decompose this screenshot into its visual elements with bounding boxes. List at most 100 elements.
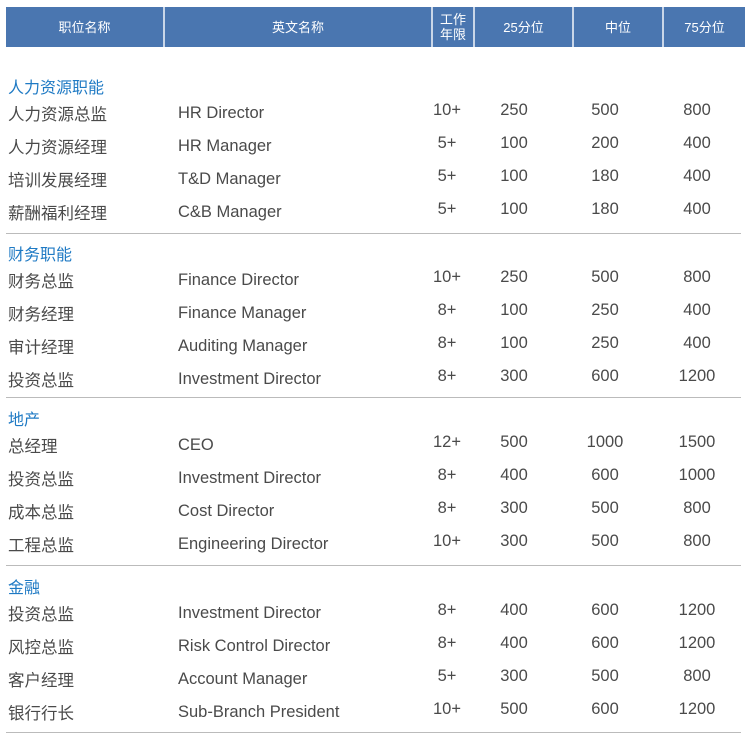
cell-p25: 500 bbox=[500, 700, 528, 718]
cell-zh: 薪酬福利经理 bbox=[8, 205, 107, 223]
cell-p75: 1000 bbox=[678, 466, 716, 484]
cell-zh: 人力资源总监 bbox=[8, 106, 107, 124]
cell-zh: 财务总监 bbox=[8, 273, 74, 291]
section-title: 金融 bbox=[8, 580, 41, 597]
cell-p25: 100 bbox=[500, 167, 528, 185]
table-row: 投资总监 Investment Director 8+ 300 600 1200 bbox=[6, 367, 741, 400]
table-row: 财务总监 Finance Director 10+ 250 500 800 bbox=[6, 268, 741, 301]
cell-mid: 500 bbox=[591, 268, 619, 286]
table-row: 银行行长 Sub-Branch President 10+ 500 600 1200 bbox=[6, 700, 741, 733]
cell-p75: 800 bbox=[683, 667, 711, 685]
cell-zh: 人力资源经理 bbox=[8, 139, 107, 157]
cell-yr: 8+ bbox=[437, 334, 457, 352]
section-divider bbox=[6, 233, 741, 234]
cell-zh: 客户经理 bbox=[8, 672, 74, 690]
cell-yr: 5+ bbox=[437, 167, 457, 185]
cell-p25: 250 bbox=[500, 101, 528, 119]
cell-p75: 1200 bbox=[678, 700, 716, 718]
header-cell: 中位 bbox=[574, 7, 664, 47]
cell-zh: 审计经理 bbox=[8, 339, 74, 357]
cell-en: Finance Manager bbox=[178, 304, 307, 322]
cell-yr: 10+ bbox=[433, 700, 461, 718]
cell-p75: 400 bbox=[683, 200, 711, 218]
cell-mid: 250 bbox=[591, 334, 619, 352]
section-title: 地产 bbox=[8, 412, 41, 429]
cell-p25: 300 bbox=[500, 532, 528, 550]
cell-p25: 100 bbox=[500, 334, 528, 352]
cell-p75: 800 bbox=[683, 532, 711, 550]
cell-mid: 1000 bbox=[586, 433, 624, 451]
cell-en: HR Manager bbox=[178, 137, 272, 155]
cell-zh: 风控总监 bbox=[8, 639, 74, 657]
cell-p25: 300 bbox=[500, 367, 528, 385]
table-row: 财务经理 Finance Manager 8+ 100 250 400 bbox=[6, 301, 741, 334]
cell-p75: 400 bbox=[683, 301, 711, 319]
cell-p25: 400 bbox=[500, 634, 528, 652]
cell-yr: 10+ bbox=[433, 532, 461, 550]
cell-en: CEO bbox=[178, 436, 214, 454]
cell-yr: 8+ bbox=[437, 601, 457, 619]
cell-en: Investment Director bbox=[178, 370, 322, 388]
cell-en: Cost Director bbox=[178, 502, 275, 520]
cell-mid: 500 bbox=[591, 101, 619, 119]
cell-zh: 财务经理 bbox=[8, 306, 74, 324]
cell-p25: 100 bbox=[500, 134, 528, 152]
table-row: 投资总监 Investment Director 8+ 400 600 1000 bbox=[6, 466, 741, 499]
cell-p75: 1200 bbox=[678, 367, 716, 385]
cell-yr: 12+ bbox=[433, 433, 461, 451]
table-row: 成本总监 Cost Director 8+ 300 500 800 bbox=[6, 499, 741, 532]
cell-p25: 300 bbox=[500, 667, 528, 685]
cell-mid: 600 bbox=[591, 466, 619, 484]
header-cell: 工作年限 bbox=[433, 7, 475, 47]
cell-zh: 培训发展经理 bbox=[8, 172, 107, 190]
cell-yr: 10+ bbox=[433, 101, 461, 119]
cell-p25: 400 bbox=[500, 466, 528, 484]
cell-zh: 成本总监 bbox=[8, 504, 74, 522]
table-row: 审计经理 Auditing Manager 8+ 100 250 400 bbox=[6, 334, 741, 367]
table-row: 人力资源经理 HR Manager 5+ 100 200 400 bbox=[6, 134, 741, 167]
cell-mid: 600 bbox=[591, 601, 619, 619]
cell-en: T&D Manager bbox=[178, 170, 281, 188]
cell-p25: 500 bbox=[500, 433, 528, 451]
cell-p25: 400 bbox=[500, 601, 528, 619]
cell-p75: 800 bbox=[683, 499, 711, 517]
cell-en: Account Manager bbox=[178, 670, 308, 688]
cell-mid: 250 bbox=[591, 301, 619, 319]
table-row: 总经理 CEO 12+ 500 1000 1500 bbox=[6, 433, 741, 466]
table-row: 风控总监 Risk Control Director 8+ 400 600 1200 bbox=[6, 634, 741, 667]
cell-p25: 300 bbox=[500, 499, 528, 517]
cell-mid: 200 bbox=[591, 134, 619, 152]
cell-p75: 400 bbox=[683, 134, 711, 152]
section-divider bbox=[6, 732, 741, 733]
header-cell: 职位名称 bbox=[6, 7, 165, 47]
cell-p75: 400 bbox=[683, 167, 711, 185]
cell-p75: 800 bbox=[683, 268, 711, 286]
cell-p75: 1200 bbox=[678, 601, 716, 619]
header-cell: 英文名称 bbox=[165, 7, 433, 47]
cell-mid: 180 bbox=[591, 200, 619, 218]
cell-yr: 8+ bbox=[437, 499, 457, 517]
cell-yr: 8+ bbox=[437, 367, 457, 385]
cell-zh: 银行行长 bbox=[8, 705, 74, 723]
table-row: 投资总监 Investment Director 8+ 400 600 1200 bbox=[6, 601, 741, 634]
section-divider bbox=[6, 565, 741, 566]
header-cell: 75分位 bbox=[684, 19, 725, 35]
cell-en: Investment Director bbox=[178, 604, 322, 622]
cell-en: Sub-Branch President bbox=[178, 703, 340, 721]
header-years: 工作年限 bbox=[439, 12, 466, 42]
cell-en: Auditing Manager bbox=[178, 337, 308, 355]
cell-mid: 180 bbox=[591, 167, 619, 185]
cell-mid: 500 bbox=[591, 532, 619, 550]
cell-zh: 工程总监 bbox=[8, 537, 74, 555]
table-row: 工程总监 Engineering Director 10+ 300 500 800 bbox=[6, 532, 741, 565]
cell-en: Investment Director bbox=[178, 469, 322, 487]
cell-p25: 100 bbox=[500, 301, 528, 319]
cell-p75: 1200 bbox=[678, 634, 716, 652]
cell-mid: 500 bbox=[591, 499, 619, 517]
table-row: 客户经理 Account Manager 5+ 300 500 800 bbox=[6, 667, 741, 700]
cell-en: Risk Control Director bbox=[178, 637, 331, 655]
cell-zh: 总经理 bbox=[8, 438, 58, 456]
section-title: 财务职能 bbox=[8, 247, 73, 264]
cell-yr: 8+ bbox=[437, 634, 457, 652]
header-cell: 25分位 bbox=[475, 7, 574, 47]
